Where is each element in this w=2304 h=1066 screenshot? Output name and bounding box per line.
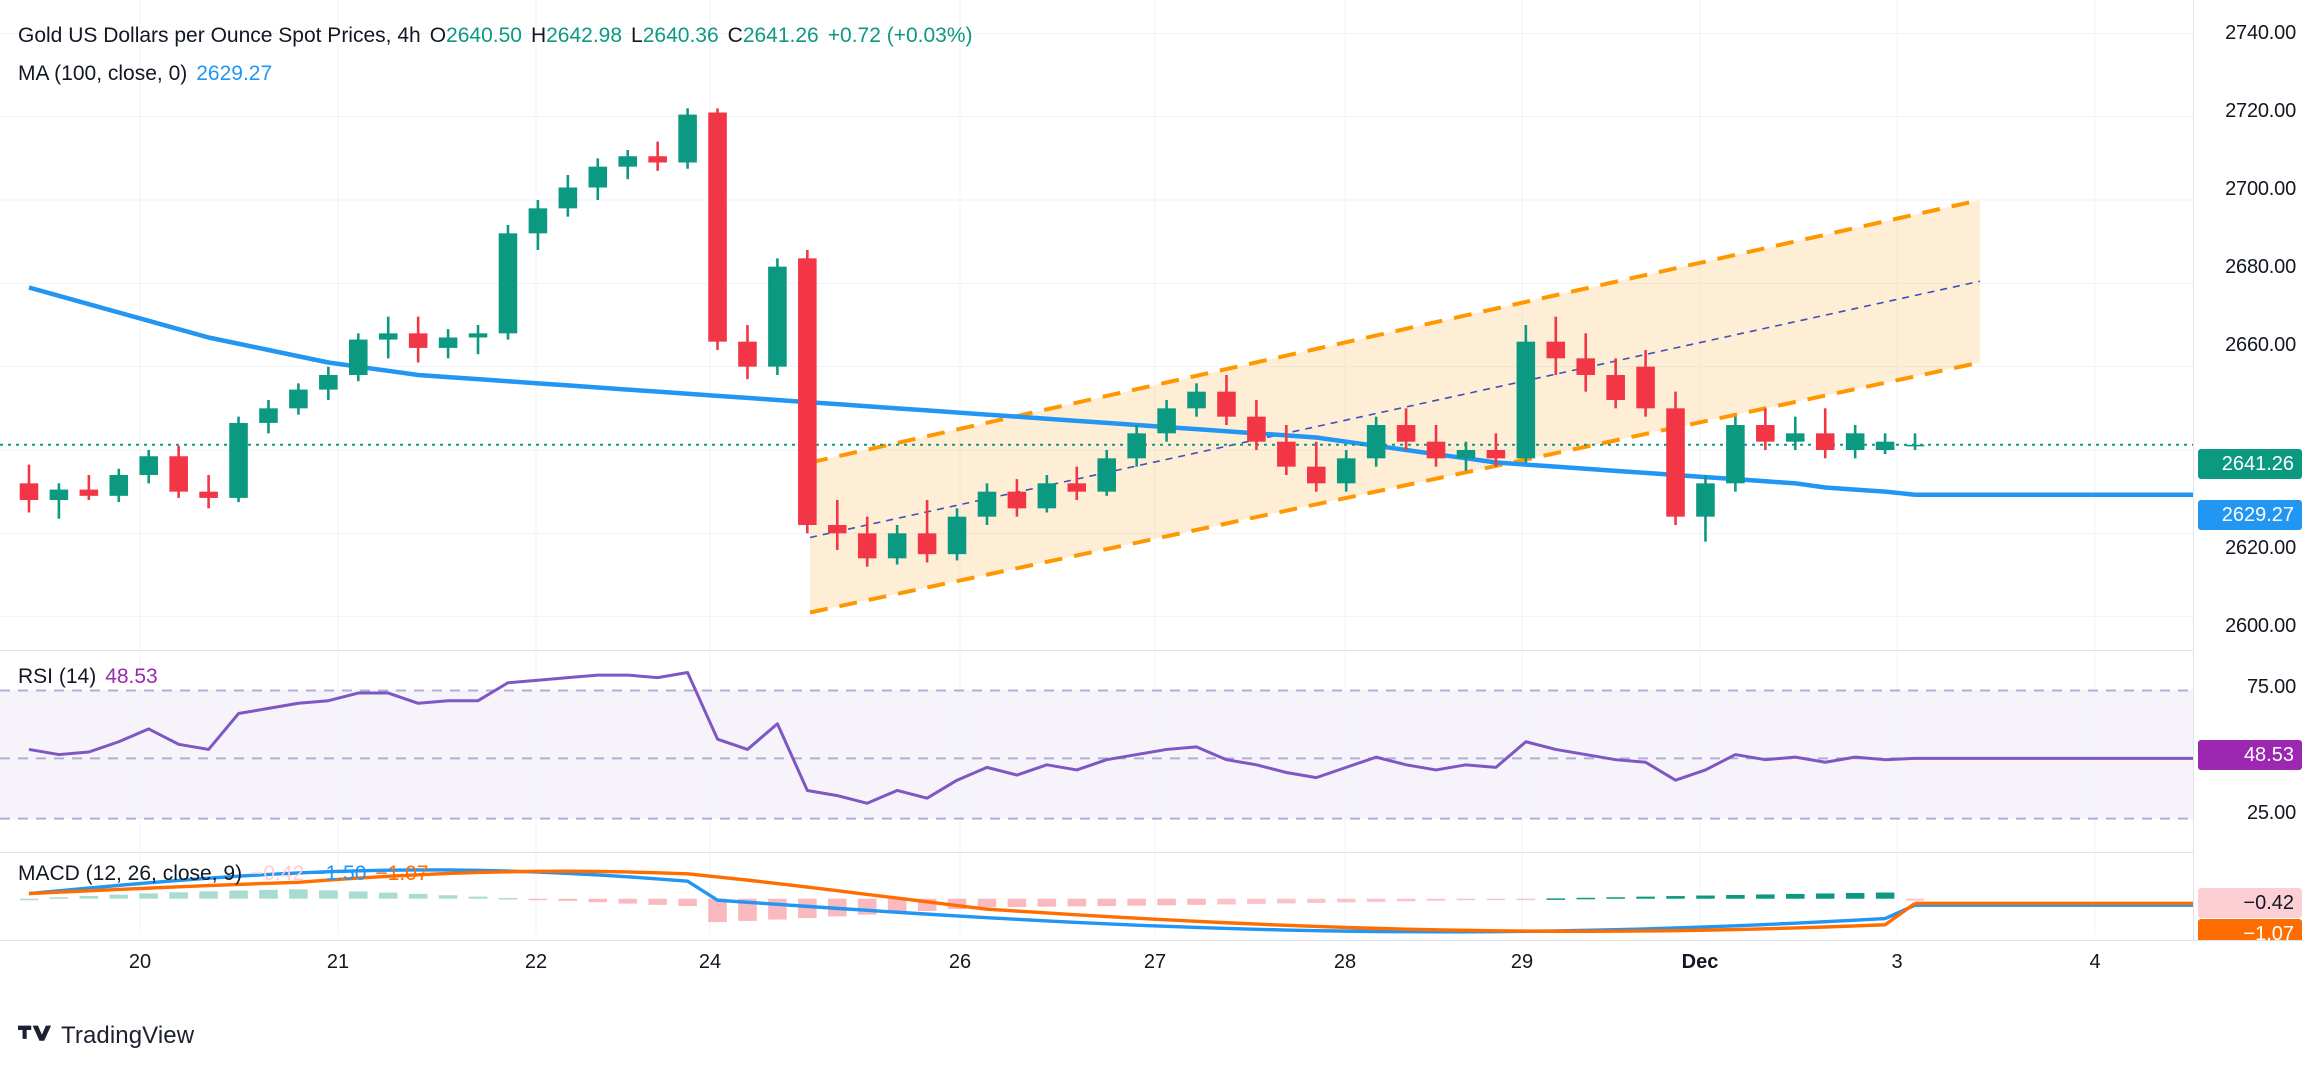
price-plot — [0, 0, 2193, 650]
time-tick: 20 — [128, 951, 152, 973]
time-tick: 26 — [948, 951, 972, 973]
pane-divider-2 — [0, 852, 2304, 853]
price-tick: 2620.00 — [2225, 537, 2296, 559]
ohlc-high: H2642.98 — [530, 24, 623, 47]
rsi-tick: 25.00 — [2246, 802, 2296, 824]
macd-legend[interactable]: MACD (12, 26, close, 9) −0.42 −1.50 −1.0… — [18, 862, 429, 886]
price-tick: 2740.00 — [2225, 22, 2296, 44]
price-tick: 2660.00 — [2225, 334, 2296, 356]
price-change: +0.72 (+0.03%) — [827, 24, 973, 47]
macd-line-value: −1.50 — [313, 862, 367, 885]
ohlc-values: O2640.50 H2642.98 L2640.36 C2641.26 — [430, 24, 819, 48]
time-tick: 29 — [1510, 951, 1534, 973]
rsi-legend-label: RSI (14) — [18, 665, 97, 688]
macd-plot — [19, 854, 2193, 934]
brand-name: TradingView — [61, 1022, 195, 1049]
macd-pane[interactable] — [0, 854, 2193, 934]
ma-price-badge: 2629.27 — [2198, 500, 2302, 530]
price-pane[interactable] — [0, 0, 2193, 650]
time-tick: 4 — [2089, 951, 2101, 973]
time-tick: 28 — [1333, 951, 1357, 973]
time-tick: 21 — [326, 951, 350, 973]
ma-legend-value: 2629.27 — [196, 62, 273, 85]
time-tick: 24 — [698, 951, 722, 973]
ohlc-low: L2640.36 — [631, 24, 719, 47]
tradingview-logo-icon — [18, 1025, 52, 1041]
rsi-plot — [0, 652, 2193, 852]
ohlc-close: C2641.26 — [727, 24, 819, 47]
rsi-pane[interactable] — [0, 652, 2193, 852]
macd-hist-value: −0.42 — [251, 862, 305, 885]
price-tick: 2700.00 — [2225, 178, 2296, 200]
macd-signal-value: −1.07 — [375, 862, 429, 885]
rsi-legend[interactable]: RSI (14) 48.53 — [18, 665, 158, 689]
rsi-value-badge: 48.53 — [2198, 740, 2302, 770]
ma-legend[interactable]: MA (100, close, 0) 2629.27 — [18, 62, 272, 86]
time-tick: 22 — [524, 951, 548, 973]
last-price-badge: 2641.26 — [2198, 449, 2302, 479]
rsi-band — [0, 690, 2193, 819]
price-legend: Gold US Dollars per Ounce Spot Prices, 4… — [18, 24, 973, 48]
time-axis[interactable]: 20 21 22 24 26 27 28 29 Dec 3 4 — [0, 940, 2304, 984]
macd-legend-label: MACD (12, 26, close, 9) — [18, 862, 243, 885]
pane-divider-1 — [0, 650, 2304, 651]
rsi-legend-value: 48.53 — [105, 665, 158, 688]
price-tick: 2680.00 — [2225, 256, 2296, 278]
ma-legend-label: MA (100, close, 0) — [18, 62, 188, 85]
price-tick: 2720.00 — [2225, 100, 2296, 122]
ohlc-open: O2640.50 — [429, 24, 522, 47]
rsi-tick: 75.00 — [2246, 676, 2296, 698]
time-tick: 3 — [1891, 951, 1903, 973]
macd-hist-badge: −0.42 — [2198, 888, 2302, 918]
price-axis[interactable]: 2740.00 2720.00 2700.00 2680.00 2660.00 … — [2193, 0, 2304, 949]
time-tick: 27 — [1143, 951, 1167, 973]
time-tick: Dec — [1681, 951, 1719, 973]
price-tick: 2600.00 — [2225, 615, 2296, 637]
symbol-title[interactable]: Gold US Dollars per Ounce Spot Prices, 4… — [18, 24, 421, 47]
tradingview-logo: TradingView — [18, 1022, 194, 1050]
